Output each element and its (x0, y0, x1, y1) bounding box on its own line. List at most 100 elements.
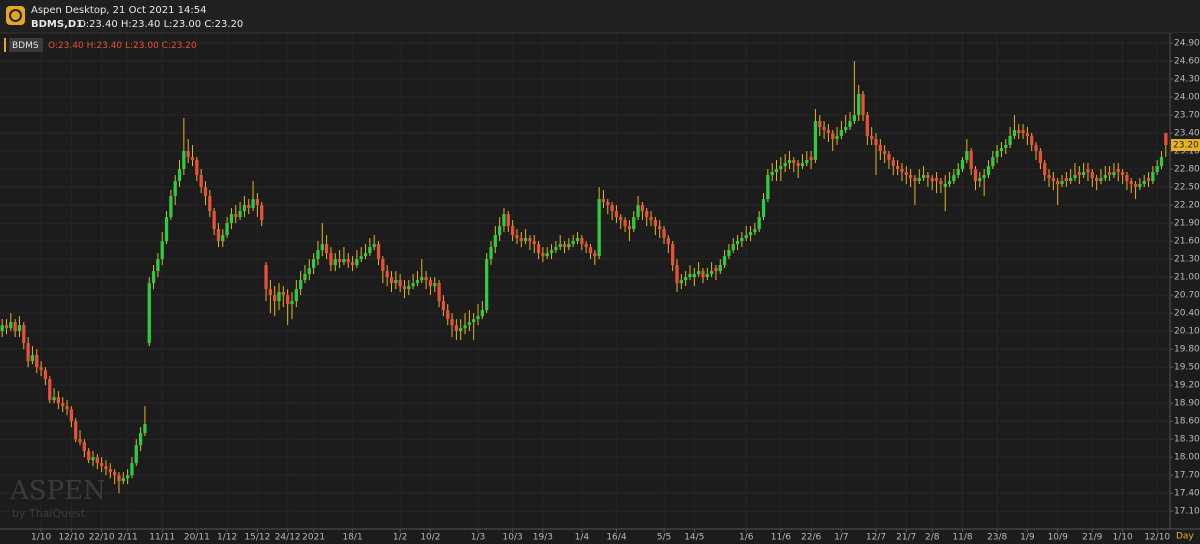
candle-body (208, 196, 212, 212)
candle-body (688, 274, 692, 278)
candle-body (454, 325, 459, 332)
candle-body (48, 379, 52, 401)
candle-body (1164, 133, 1168, 146)
header-ohlc: O:23.40 H:23.40 L:23.00 C:23.20 (78, 19, 243, 30)
candle-body (203, 187, 208, 197)
candle-body (740, 238, 744, 242)
candle-body (900, 169, 904, 173)
candle-body (965, 151, 969, 161)
y-tick-label: 23.70 (1174, 111, 1200, 121)
candle-body (480, 310, 484, 317)
candle-body (761, 199, 766, 218)
candle-body (160, 241, 164, 260)
candle-body (169, 196, 173, 218)
candle-body (999, 148, 1004, 152)
candle-body (627, 226, 632, 230)
candle-body (324, 244, 329, 254)
candle-body (138, 433, 143, 446)
candle-body (714, 268, 718, 272)
candle-body (1125, 175, 1129, 182)
candle-body (1138, 184, 1142, 188)
candle-body (186, 151, 190, 158)
candle-body (1073, 175, 1077, 179)
candle-body (541, 253, 545, 257)
candle-body (1064, 178, 1068, 182)
candle-body (597, 199, 601, 257)
candle-body (151, 271, 156, 284)
candle-body (523, 238, 528, 242)
candle-body (117, 475, 121, 482)
candle-body (519, 238, 523, 242)
candle-body (610, 205, 614, 212)
candle-body (614, 211, 619, 218)
candle-body (91, 457, 95, 461)
candle-body (177, 169, 182, 182)
y-tick-label: 19.80 (1174, 345, 1200, 355)
candle-body (554, 247, 558, 251)
x-tick-label: 22/6 (801, 533, 821, 543)
candle-body (489, 247, 493, 260)
candle-body (13, 322, 17, 332)
candle-body (939, 181, 943, 185)
candle-body (56, 397, 61, 404)
candle-body (662, 229, 666, 239)
candle-body (792, 160, 796, 164)
candle-body (1038, 151, 1043, 164)
candle-body (947, 181, 952, 185)
candle-body (593, 253, 597, 257)
candle-body (87, 451, 91, 461)
period-label[interactable]: Day (1176, 532, 1194, 542)
candle-body (1112, 172, 1116, 176)
candle-body (878, 145, 882, 152)
candle-body (839, 130, 844, 137)
candle-body (887, 154, 891, 161)
x-tick-label: 12/10 (1144, 533, 1170, 543)
candle-body (342, 259, 346, 263)
candle-body (632, 217, 636, 230)
candle-body (69, 409, 74, 422)
candle-body (1030, 136, 1034, 146)
candle-body (108, 469, 112, 473)
x-tick-label: 1/6 (739, 533, 754, 543)
x-tick-label: 2/8 (925, 533, 940, 543)
candle-body (446, 310, 450, 320)
legend-symbol-box[interactable] (9, 38, 43, 52)
candle-body (1155, 166, 1159, 173)
candle-body (381, 259, 385, 272)
candle-body (567, 244, 571, 248)
candle-body (1133, 184, 1138, 188)
candle-body (1043, 163, 1047, 176)
candle-body (476, 316, 480, 320)
candle-body (1086, 169, 1090, 173)
candle-body (61, 403, 65, 407)
candle-body (857, 94, 861, 116)
candle-body (134, 445, 138, 464)
candle-body (805, 160, 809, 164)
x-tick-label: 10/2 (420, 533, 440, 543)
candle-body (636, 205, 640, 218)
candle-body (303, 274, 307, 281)
candle-body (1004, 145, 1008, 149)
candle-body (619, 217, 623, 221)
candle-body (735, 241, 740, 245)
candle-body (796, 163, 800, 167)
candle-body (822, 127, 826, 131)
y-tick-label: 18.30 (1174, 435, 1200, 445)
candle-body (960, 160, 965, 170)
candle-body (112, 472, 117, 476)
candle-body (679, 280, 683, 284)
candle-body (891, 160, 895, 167)
candle-body (1142, 181, 1146, 185)
candle-body (696, 271, 701, 275)
app-logo[interactable] (6, 6, 25, 25)
candle-body (17, 325, 22, 332)
candle-body (1120, 172, 1125, 176)
candle-body (809, 157, 813, 161)
candle-body (299, 280, 303, 290)
candle-body (701, 271, 705, 278)
candle-body (515, 235, 519, 239)
price-tag: 23.20 (1173, 141, 1199, 151)
candle-body (584, 244, 588, 248)
y-tick-label: 22.50 (1174, 183, 1200, 193)
candle-body (995, 151, 999, 158)
